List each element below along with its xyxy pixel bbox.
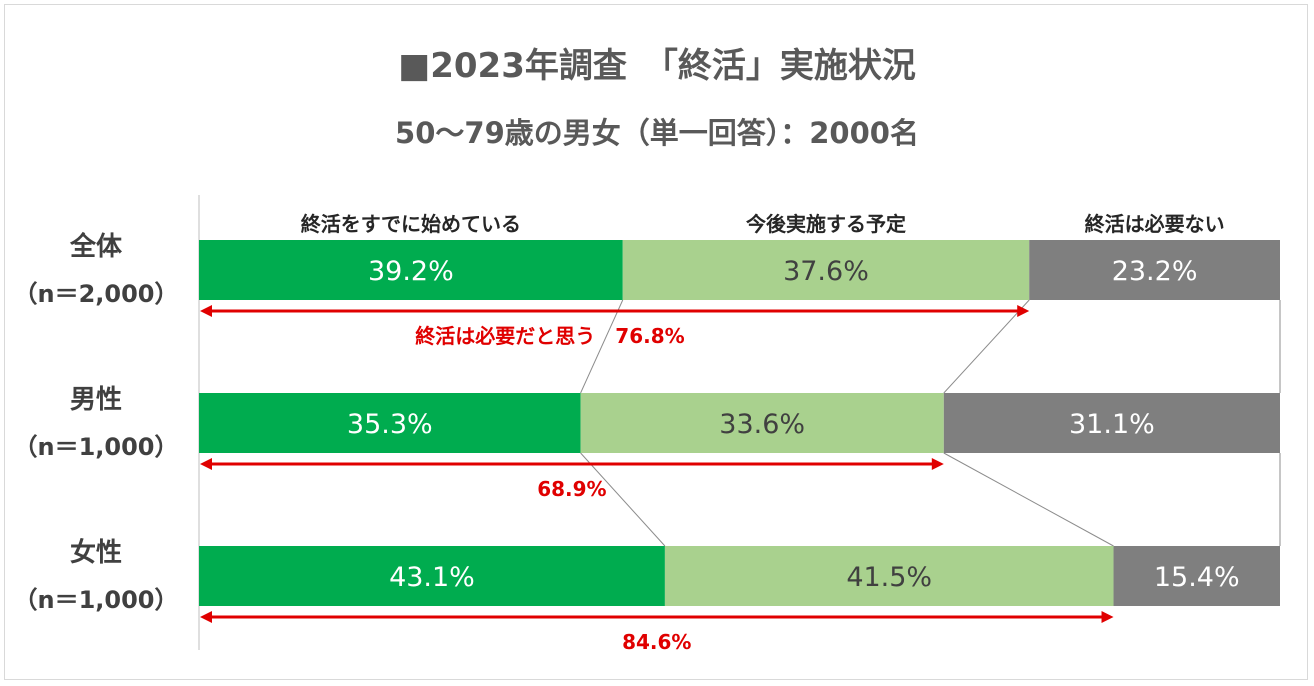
bar-segment-1 — [199, 240, 623, 300]
category-n-label: （n＝2,000） — [14, 280, 179, 308]
bar-segment-2 — [622, 240, 1030, 300]
annotation-arrowhead-right — [1101, 611, 1114, 623]
category-label: 男性 — [70, 385, 122, 415]
annotation-label: 68.9% — [537, 477, 606, 501]
legend-label: 今後実施する予定 — [746, 212, 906, 236]
bar-segment-3 — [1029, 240, 1280, 300]
category-label: 女性 — [70, 537, 122, 568]
chart-subtitle: 50～79歳の男女（単一回答）：2000名 — [395, 116, 919, 150]
annotation-label: 84.6% — [622, 630, 691, 654]
category-label: 全体 — [69, 231, 123, 262]
bar-segment-2 — [580, 393, 944, 453]
legend-label: 終活をすでに始めている — [301, 212, 521, 236]
bar-value-label: 41.5% — [846, 562, 932, 593]
bar-value-label: 39.2% — [368, 256, 454, 287]
annotation-arrowhead-right — [1017, 305, 1030, 317]
category-n-label: （n＝1,000） — [14, 433, 179, 461]
bar-value-label: 33.6% — [719, 409, 805, 440]
annotation-label: 終活は必要だと思う 76.8% — [415, 324, 684, 348]
series-connector-line — [580, 452, 666, 547]
bar-value-label: 37.6% — [783, 256, 869, 287]
series-connector-line — [580, 299, 624, 394]
category-n-label: （n＝1,000） — [14, 586, 179, 614]
chart-frame — [4, 4, 1308, 680]
bar-segment-3 — [1113, 546, 1280, 606]
annotation-arrowhead-left — [200, 305, 212, 317]
bar-value-label: 15.4% — [1154, 562, 1240, 593]
bar-value-label: 31.1% — [1069, 409, 1155, 440]
legend-label: 終活は必要ない — [1085, 212, 1225, 236]
bar-value-label: 23.2% — [1112, 256, 1198, 287]
series-connector-line — [943, 299, 1030, 394]
bar-value-label: 43.1% — [389, 562, 475, 593]
annotation-arrowhead-right — [931, 458, 944, 470]
bar-segment-3 — [943, 393, 1280, 453]
bar-segment-2 — [664, 546, 1114, 606]
bar-segment-1 — [199, 393, 581, 453]
chart-title: ■2023年調査 「終活」実施状況 — [398, 46, 916, 86]
series-connector-line — [943, 452, 1114, 547]
bar-value-label: 35.3% — [347, 409, 433, 440]
annotation-arrowhead-left — [200, 611, 212, 623]
bar-segment-1 — [199, 546, 665, 606]
annotation-arrowhead-left — [200, 458, 212, 470]
